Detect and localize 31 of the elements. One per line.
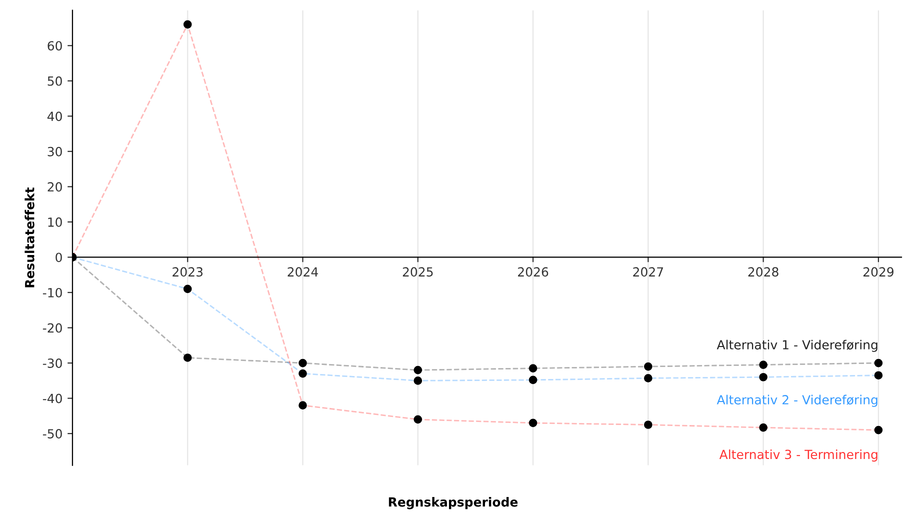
y-tick-label: -30 bbox=[42, 358, 62, 368]
y-tick-label: 10 bbox=[48, 217, 62, 227]
x-axis-title: Regnskapsperiode bbox=[388, 497, 518, 510]
y-tick-label: 50 bbox=[48, 76, 62, 86]
point bbox=[528, 364, 538, 372]
series-label: Alternativ 1 - Videreføring bbox=[716, 340, 878, 352]
y-tick-label: -50 bbox=[42, 429, 62, 438]
y-tick-label: 0 bbox=[56, 252, 62, 262]
point bbox=[298, 358, 307, 368]
point bbox=[874, 358, 883, 368]
x-tick-label: 2026 bbox=[518, 267, 548, 277]
x-tick-label: 2024 bbox=[288, 267, 318, 277]
x-tick-label: 2028 bbox=[748, 267, 778, 277]
point bbox=[759, 360, 768, 369]
y-tick-label: 20 bbox=[48, 182, 62, 192]
point bbox=[644, 362, 652, 371]
x-tick-label: 2027 bbox=[633, 267, 664, 277]
point bbox=[183, 354, 192, 362]
x-tick-label: 2025 bbox=[402, 267, 433, 277]
series-label: Alternativ 3 - Terminering bbox=[719, 449, 878, 462]
y-tick-label: 40 bbox=[47, 112, 62, 122]
y-tick-label: -10 bbox=[42, 288, 62, 298]
y-tick-label: 30 bbox=[48, 146, 62, 156]
y-tick-label: -20 bbox=[42, 323, 62, 333]
series-label: Alternativ 2 - Videreføring bbox=[716, 394, 878, 407]
x-tick-label: 2029 bbox=[863, 267, 894, 277]
y-axis-title: Resultateffekt bbox=[24, 187, 34, 288]
point bbox=[414, 366, 422, 374]
y-tick-label: 60 bbox=[48, 41, 62, 51]
x-tick-label: 2023 bbox=[172, 267, 203, 277]
y-tick-label: -40 bbox=[42, 394, 62, 404]
